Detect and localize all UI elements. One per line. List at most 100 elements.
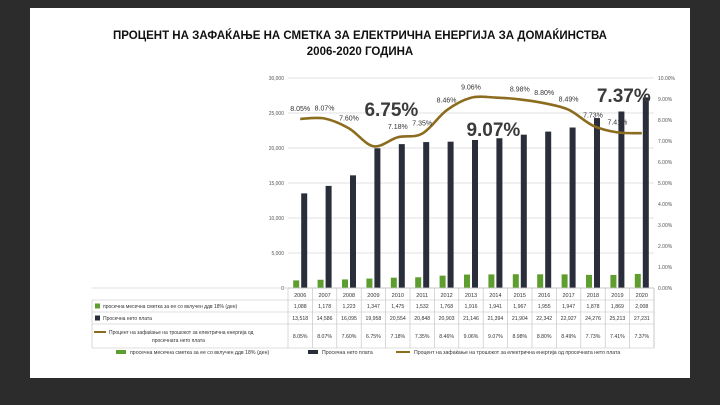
x-tick-label: 2014 <box>489 293 501 299</box>
table-cell: 8.07% <box>317 334 332 340</box>
left-axis-tick-label: 20,000 <box>269 146 285 152</box>
x-tick-label: 2019 <box>611 293 623 299</box>
table-cell: 7.60% <box>342 334 357 340</box>
bar-salary <box>398 144 405 288</box>
table-cell: 1,532 <box>416 304 429 310</box>
percent-data-label: 9.06% <box>461 85 481 92</box>
bar-salary <box>423 142 430 288</box>
table-cell: 20,554 <box>390 316 406 322</box>
table-cell: 9.07% <box>488 334 503 340</box>
bar-bill <box>366 278 373 288</box>
legend-label-salary: Просечна нето плата <box>322 350 373 356</box>
table-cell: 24,276 <box>585 316 601 322</box>
table-cell: 8.98% <box>512 334 527 340</box>
x-tick-label: 2007 <box>318 293 330 299</box>
legend-label-percent: Процент на зафаќање на трошокот за елект… <box>414 350 620 356</box>
chart-title-line1: ПРОЦЕНТ НА ЗАФАЌАЊЕ НА СМЕТКА ЗА ЕЛЕКТРИ… <box>112 30 607 42</box>
percent-data-label: 8.49% <box>559 97 579 104</box>
table-cell: 16,095 <box>341 316 357 322</box>
bar-salary <box>374 148 381 288</box>
chart-title: ПРОЦЕНТ НА ЗАФАЌАЊЕ НА СМЕТКА ЗА ЕЛЕКТРИ… <box>30 28 690 60</box>
table-cell: 7.41% <box>610 334 625 340</box>
x-tick-label: 2012 <box>440 293 452 299</box>
callout-label: 9.07% <box>466 120 520 141</box>
table-cell: 20,848 <box>414 316 430 322</box>
bar-bill <box>390 277 397 288</box>
bar-bill <box>415 277 422 288</box>
table-cell: 1,967 <box>513 304 526 310</box>
bar-bill <box>586 274 592 288</box>
table-cell: 22,342 <box>536 316 552 322</box>
bar-salary <box>594 118 600 289</box>
x-tick-label: 2013 <box>465 293 477 299</box>
bar-salary <box>447 141 454 288</box>
table-cell: 1,941 <box>489 304 502 310</box>
left-axis-tick-label: 15,000 <box>269 181 285 187</box>
table-cell: 21,904 <box>512 316 528 322</box>
percent-data-label: 7.18% <box>388 124 408 131</box>
table-legend-key <box>95 315 100 321</box>
left-axis-tick-label: 10,000 <box>269 216 285 222</box>
legend-key-bill <box>116 350 126 354</box>
table-cell: 9.06% <box>464 334 479 340</box>
bar-bill <box>634 273 641 288</box>
x-tick-label: 2015 <box>514 293 526 299</box>
table-cell: 7.73% <box>586 334 601 340</box>
table-cell: 21,146 <box>463 316 479 322</box>
bar-bill <box>610 274 617 288</box>
table-cell: 21,394 <box>487 316 503 322</box>
bar-bill <box>561 274 568 288</box>
table-row-header: просечна месечна сметка за ее со вклучен… <box>103 304 237 310</box>
x-tick-label: 2018 <box>587 293 599 299</box>
callout-label: 7.37% <box>597 86 651 107</box>
percent-data-label: 8.07% <box>315 106 335 113</box>
bar-bill <box>537 274 544 288</box>
bar-bill <box>488 274 495 288</box>
right-axis-tick-label: 2.00% <box>658 244 673 250</box>
x-tick-label: 2020 <box>636 293 648 299</box>
bar-salary <box>350 175 356 288</box>
table-cell: 1,178 <box>318 304 331 310</box>
percent-data-label: 8.46% <box>437 97 457 104</box>
bar-salary <box>301 193 308 288</box>
table-cell: 1,768 <box>440 304 453 310</box>
percent-line <box>300 95 642 148</box>
x-tick-label: 2008 <box>343 293 355 299</box>
table-cell: 7.37% <box>634 334 649 340</box>
slide: ПРОЦЕНТ НА ЗАФАЌАЊЕ НА СМЕТКА ЗА ЕЛЕКТРИ… <box>30 8 690 378</box>
bar-salary <box>496 138 503 288</box>
percent-data-label: 8.80% <box>534 90 554 97</box>
right-axis-tick-label: 3.00% <box>658 223 673 229</box>
table-cell: 14,586 <box>317 316 333 322</box>
table-cell: 22,927 <box>561 316 577 322</box>
table-cell: 27,231 <box>634 316 650 322</box>
percent-data-label: 7.73% <box>583 113 603 120</box>
callout-label: 6.75% <box>364 100 418 121</box>
right-axis-tick-label: 8.00% <box>658 118 673 124</box>
table-cell: 8.05% <box>293 334 308 340</box>
table-row-header: Просечна нето плата <box>103 316 152 322</box>
percent-data-label: 7.35% <box>412 121 432 128</box>
bar-salary <box>545 131 552 288</box>
table-cell: 1,878 <box>587 304 600 310</box>
table-cell: 1,955 <box>538 304 551 310</box>
left-axis-tick-label: 5,000 <box>271 251 284 257</box>
x-tick-label: 2010 <box>392 293 404 299</box>
x-tick-label: 2011 <box>416 293 428 299</box>
x-tick-label: 2017 <box>562 293 574 299</box>
right-axis-tick-label: 4.00% <box>658 202 673 208</box>
table-cell: 1,475 <box>391 304 404 310</box>
right-axis-tick-label: 1.00% <box>658 265 673 271</box>
percent-data-label: 8.05% <box>290 106 310 113</box>
table-cell: 6.75% <box>366 334 381 340</box>
bar-salary <box>472 139 478 288</box>
table-cell: 8.80% <box>537 334 552 340</box>
x-tick-label: 2006 <box>294 293 306 299</box>
table-cell: 19,958 <box>365 316 381 322</box>
bar-bill <box>342 279 348 288</box>
x-tick-label: 2009 <box>367 293 379 299</box>
table-cell: 8.49% <box>561 334 576 340</box>
table-row-header: Процент на зафаќање на трошокот за елект… <box>109 330 254 344</box>
table-cell: 25,213 <box>609 316 625 322</box>
table-cell: 20,903 <box>439 316 455 322</box>
